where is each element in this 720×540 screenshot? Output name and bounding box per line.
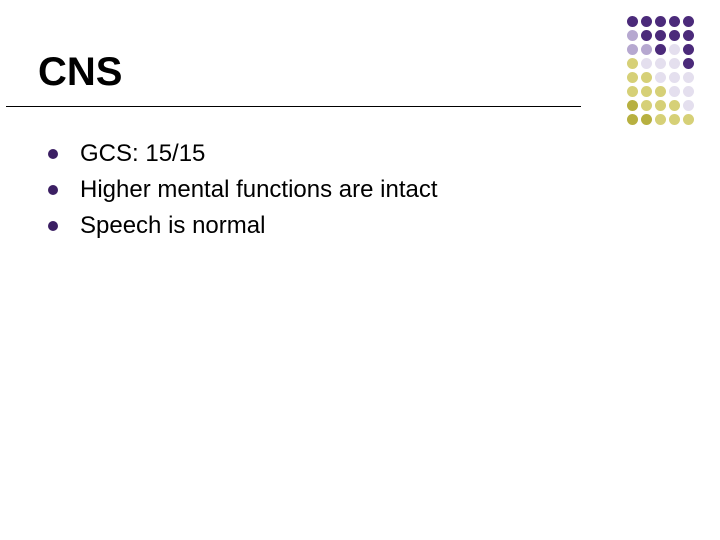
deco-dot	[683, 30, 694, 41]
list-item: Higher mental functions are intact	[48, 176, 438, 204]
bullet-icon	[48, 185, 58, 195]
deco-dot	[655, 44, 666, 55]
deco-dot	[627, 72, 638, 83]
deco-dot	[627, 100, 638, 111]
deco-dot	[641, 44, 652, 55]
deco-dot	[683, 100, 694, 111]
bullet-text: Speech is normal	[80, 212, 265, 240]
deco-dot	[641, 58, 652, 69]
deco-dot	[683, 58, 694, 69]
deco-dot	[627, 58, 638, 69]
deco-dot	[683, 44, 694, 55]
deco-dot	[627, 30, 638, 41]
deco-dot	[683, 72, 694, 83]
deco-dot	[627, 16, 638, 27]
deco-dot	[627, 44, 638, 55]
bullet-icon	[48, 149, 58, 159]
deco-dot	[669, 58, 680, 69]
deco-dot	[669, 16, 680, 27]
deco-dot	[655, 30, 666, 41]
bullet-text: Higher mental functions are intact	[80, 176, 438, 204]
list-item: Speech is normal	[48, 212, 438, 240]
deco-dot	[669, 30, 680, 41]
deco-dot	[641, 30, 652, 41]
deco-dot	[641, 72, 652, 83]
deco-dot	[655, 100, 666, 111]
deco-dot	[669, 44, 680, 55]
deco-dot	[641, 86, 652, 97]
title-underline	[6, 106, 581, 107]
deco-dot	[641, 16, 652, 27]
deco-dot	[683, 86, 694, 97]
deco-dot	[669, 114, 680, 125]
deco-dot	[669, 86, 680, 97]
slide-title: CNS	[38, 50, 122, 95]
deco-dot	[641, 100, 652, 111]
deco-dot	[641, 114, 652, 125]
deco-dot	[655, 16, 666, 27]
deco-dot	[683, 114, 694, 125]
deco-dot	[627, 86, 638, 97]
corner-dot-decoration	[627, 16, 694, 125]
slide: { "title": "CNS", "title_fontsize": 40, …	[0, 0, 720, 540]
deco-dot	[683, 16, 694, 27]
deco-dot	[655, 72, 666, 83]
bullet-list: GCS: 15/15 Higher mental functions are i…	[48, 140, 438, 248]
bullet-text: GCS: 15/15	[80, 140, 205, 168]
deco-dot	[669, 100, 680, 111]
deco-dot	[669, 72, 680, 83]
deco-dot	[655, 58, 666, 69]
deco-dot	[655, 86, 666, 97]
deco-dot	[655, 114, 666, 125]
deco-dot	[627, 114, 638, 125]
bullet-icon	[48, 221, 58, 231]
list-item: GCS: 15/15	[48, 140, 438, 168]
